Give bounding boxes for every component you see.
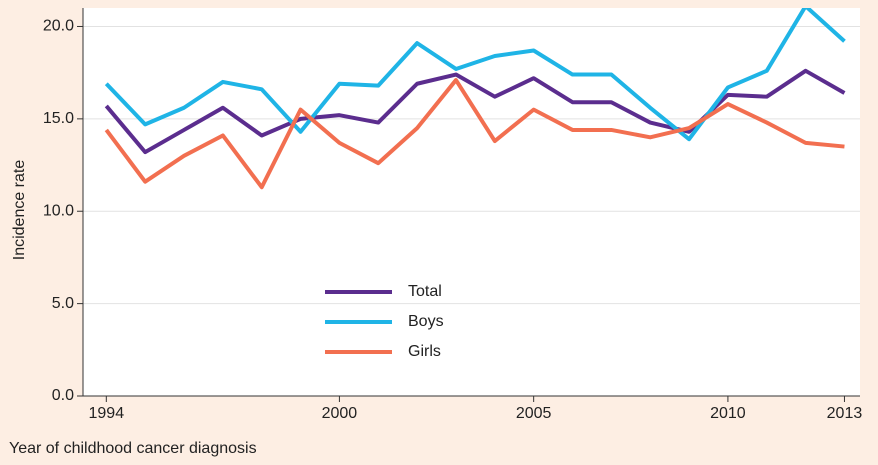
- series-line: [104, 78, 845, 190]
- series-line: [104, 8, 846, 142]
- y-axis-label: Incidence rate: [11, 160, 28, 261]
- x-tick-label: 2010: [710, 405, 746, 422]
- x-tick-label: 2000: [322, 405, 358, 422]
- x-axis-label: Year of childhood cancer diagnosis: [9, 440, 257, 457]
- y-tick-label: 15.0: [43, 110, 74, 127]
- x-tick-label: 2005: [516, 405, 552, 422]
- legend-label: Boys: [408, 313, 444, 330]
- plot-lines: [104, 8, 846, 190]
- y-tick-label: 20.0: [43, 18, 74, 35]
- legend-label: Girls: [408, 343, 441, 360]
- plot-area: [83, 8, 860, 396]
- series-line: [104, 68, 846, 155]
- legend-label: Total: [408, 283, 442, 300]
- y-tick-label: 0.0: [52, 387, 74, 404]
- x-tick-label: 2013: [827, 405, 863, 422]
- x-tick-label: 1994: [89, 405, 125, 422]
- y-tick-label: 10.0: [43, 202, 74, 219]
- y-tick-label: 5.0: [52, 295, 74, 312]
